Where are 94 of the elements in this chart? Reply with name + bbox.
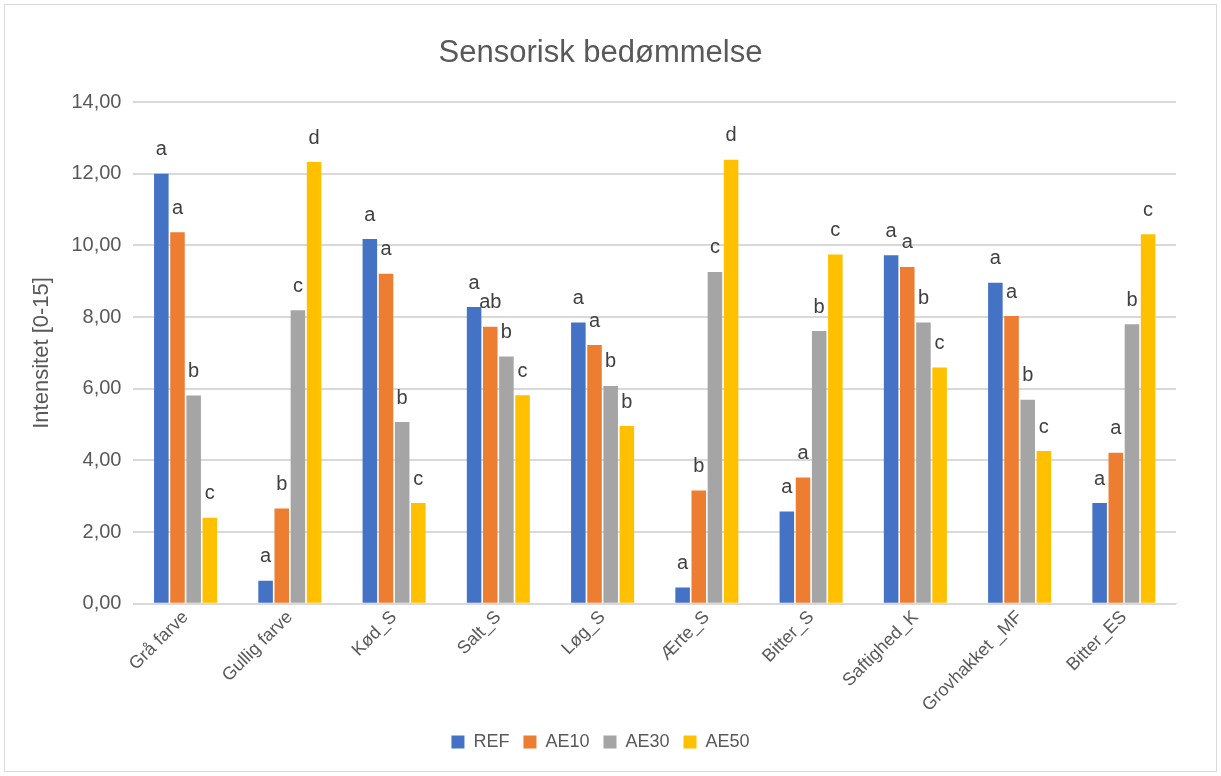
chart-title: Sensorisk bedømmelse: [438, 34, 763, 70]
y-tick-label: 10,00: [71, 232, 122, 255]
bar: [170, 232, 185, 603]
data-label: b: [500, 320, 512, 343]
data-label: a: [155, 137, 168, 160]
y-tick-label: 8,00: [82, 304, 122, 327]
data-label: b: [188, 359, 200, 382]
bar: [707, 271, 723, 603]
data-label: a: [380, 237, 393, 260]
data-label: a: [885, 218, 898, 241]
data-label: b: [693, 453, 705, 476]
y-tick-label: 6,00: [82, 376, 122, 399]
bar: [916, 322, 931, 603]
bar: [603, 385, 618, 603]
bar: [466, 307, 482, 603]
data-label: a: [1094, 466, 1107, 489]
data-label: b: [276, 471, 288, 494]
bar: [202, 517, 218, 603]
data-label: a: [1005, 279, 1018, 302]
y-tick-label: 2,00: [82, 519, 122, 542]
data-label: c: [204, 481, 215, 504]
bar: [1036, 451, 1052, 603]
data-label: c: [1143, 197, 1154, 220]
data-label: c: [292, 273, 303, 296]
bar: [1140, 234, 1156, 603]
bar: [587, 345, 602, 603]
data-label: a: [260, 544, 273, 567]
bar: [306, 162, 322, 603]
bar: [571, 322, 586, 603]
y-tick-label: 12,00: [71, 161, 122, 184]
data-label: ab: [479, 290, 502, 313]
bar: [482, 326, 498, 603]
bar: [1124, 324, 1140, 603]
legend-label: AE10: [545, 730, 590, 751]
bar: [258, 580, 273, 603]
bar: [411, 503, 426, 603]
data-label: c: [413, 466, 424, 489]
y-tick-label: 0,00: [82, 591, 122, 614]
data-label: a: [171, 195, 184, 218]
bar: [362, 239, 378, 603]
bar: [883, 255, 899, 603]
bar: [988, 282, 1003, 603]
bar: [691, 490, 707, 603]
bar: [828, 254, 843, 603]
bar: [932, 367, 947, 603]
bar: [795, 477, 811, 603]
data-label: c: [517, 358, 528, 381]
data-label: c: [1038, 414, 1049, 437]
data-label: b: [1126, 287, 1138, 310]
data-label: a: [364, 202, 377, 225]
data-label: c: [709, 235, 720, 258]
bar: [723, 159, 739, 603]
bar: [619, 426, 635, 603]
y-tick-label: 14,00: [71, 89, 122, 112]
bar: [154, 173, 169, 603]
bar: [515, 395, 530, 603]
bar: [811, 331, 827, 603]
data-label: d: [308, 125, 320, 148]
data-label: b: [605, 349, 617, 372]
data-label: a: [797, 441, 810, 464]
bar: [1108, 452, 1124, 603]
data-label: a: [901, 230, 914, 253]
data-label: b: [917, 286, 929, 308]
data-label: a: [677, 551, 690, 574]
bar: [499, 356, 514, 603]
data-label: d: [725, 123, 737, 146]
data-label: b: [1022, 363, 1034, 386]
y-tick-label: 4,00: [82, 447, 122, 470]
data-label: a: [468, 270, 481, 293]
bar: [1004, 316, 1019, 603]
data-label: c: [830, 217, 841, 240]
bar: [675, 587, 690, 603]
legend-label: REF: [473, 730, 510, 751]
bar: [1020, 399, 1035, 603]
bar: [274, 508, 290, 603]
bar: [186, 395, 201, 603]
data-label: a: [989, 246, 1002, 269]
data-label: b: [813, 294, 825, 317]
data-label: c: [934, 331, 945, 354]
bar: [1092, 503, 1107, 603]
bar: [394, 422, 410, 603]
legend-label: AE50: [705, 730, 750, 751]
bar: [900, 266, 915, 603]
data-label: a: [1110, 416, 1123, 439]
data-label: b: [396, 385, 408, 408]
legend-label: AE30: [625, 730, 670, 751]
data-label: a: [781, 475, 794, 498]
data-label: a: [588, 308, 601, 331]
y-axis-title: Intensitet [0-15]: [28, 277, 54, 429]
bar: [779, 511, 795, 603]
bar: [378, 273, 394, 603]
data-label: a: [572, 286, 585, 308]
bar: [290, 310, 306, 603]
data-label: b: [621, 389, 633, 412]
